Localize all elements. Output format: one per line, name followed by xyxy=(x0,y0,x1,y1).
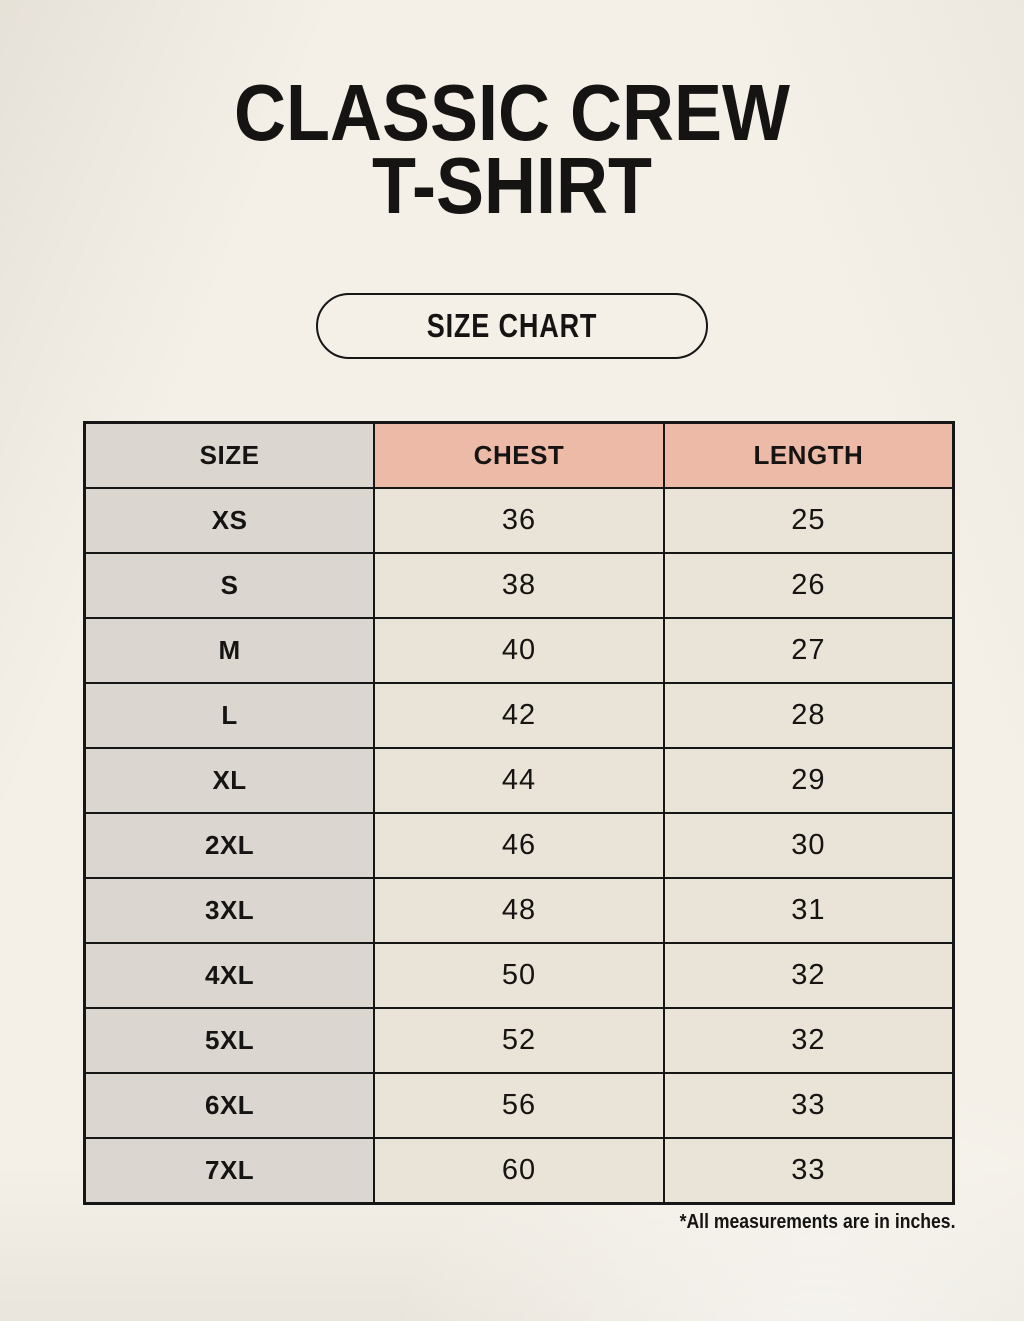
size-cell: 7XL xyxy=(83,1137,376,1205)
length-cell: 30 xyxy=(662,812,955,879)
chest-cell: 44 xyxy=(373,747,665,814)
size-cell: XL xyxy=(83,747,376,814)
size-cell: 4XL xyxy=(83,942,376,1009)
table-row: 6XL 56 33 xyxy=(83,1072,955,1139)
table-row: 4XL 50 32 xyxy=(83,942,955,1009)
table-row: XS 36 25 xyxy=(83,487,955,554)
length-cell: 32 xyxy=(662,1007,955,1074)
column-header-size: SIZE xyxy=(83,421,376,489)
measurements-note: *All measurements are in inches. xyxy=(83,1211,955,1234)
length-cell: 28 xyxy=(662,682,955,749)
chest-cell: 42 xyxy=(373,682,665,749)
table-row: M 40 27 xyxy=(83,617,955,684)
page-title: CLASSIC CREW T-SHIRT xyxy=(51,73,973,226)
length-cell: 27 xyxy=(662,617,955,684)
table-row: XL 44 29 xyxy=(83,747,955,814)
table-row: S 38 26 xyxy=(83,552,955,619)
chest-cell: 48 xyxy=(373,877,665,944)
length-cell: 31 xyxy=(662,877,955,944)
chest-cell: 60 xyxy=(373,1137,665,1205)
chest-cell: 36 xyxy=(373,487,665,554)
size-cell: 2XL xyxy=(83,812,376,879)
table-row: L 42 28 xyxy=(83,682,955,749)
column-header-chest: CHEST xyxy=(373,421,665,489)
table-row: 7XL 60 33 xyxy=(83,1137,955,1205)
chest-cell: 56 xyxy=(373,1072,665,1139)
size-chart-button[interactable]: SIZE CHART xyxy=(316,293,708,359)
size-cell: 6XL xyxy=(83,1072,376,1139)
size-chart-table: SIZE CHEST LENGTH XS 36 25 S 38 26 M 40 … xyxy=(83,421,955,1205)
chest-cell: 52 xyxy=(373,1007,665,1074)
size-cell: L xyxy=(83,682,376,749)
chest-cell: 38 xyxy=(373,552,665,619)
table-row: 2XL 46 30 xyxy=(83,812,955,879)
size-cell: XS xyxy=(83,487,376,554)
size-cell: 3XL xyxy=(83,877,376,944)
size-cell: M xyxy=(83,617,376,684)
title-line-2: T-SHIRT xyxy=(372,141,652,230)
size-cell: 5XL xyxy=(83,1007,376,1074)
title-line-1: CLASSIC CREW xyxy=(233,68,791,157)
table-row: 3XL 48 31 xyxy=(83,877,955,944)
length-cell: 25 xyxy=(662,487,955,554)
length-cell: 29 xyxy=(662,747,955,814)
size-cell: S xyxy=(83,552,376,619)
length-cell: 32 xyxy=(662,942,955,1009)
measurements-note-text: *All measurements are in inches. xyxy=(679,1211,955,1233)
length-cell: 26 xyxy=(662,552,955,619)
chest-cell: 46 xyxy=(373,812,665,879)
length-cell: 33 xyxy=(662,1072,955,1139)
chest-cell: 40 xyxy=(373,617,665,684)
column-header-length: LENGTH xyxy=(662,421,955,489)
chest-cell: 50 xyxy=(373,942,665,1009)
table-header-row: SIZE CHEST LENGTH xyxy=(83,421,955,489)
length-cell: 33 xyxy=(662,1137,955,1205)
size-chart-label: SIZE CHART xyxy=(426,307,598,344)
table-row: 5XL 52 32 xyxy=(83,1007,955,1074)
